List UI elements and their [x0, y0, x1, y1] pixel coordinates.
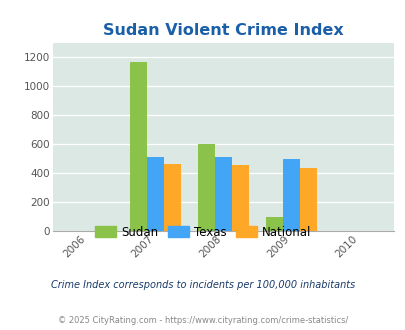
- Bar: [163, 164, 180, 231]
- Bar: [197, 144, 214, 231]
- Bar: [231, 165, 248, 231]
- Bar: [146, 157, 163, 231]
- Bar: [299, 168, 316, 231]
- Legend: Sudan, Texas, National: Sudan, Texas, National: [90, 221, 315, 243]
- Text: © 2025 CityRating.com - https://www.cityrating.com/crime-statistics/: © 2025 CityRating.com - https://www.city…: [58, 315, 347, 325]
- Bar: [282, 159, 299, 231]
- Bar: [129, 62, 146, 231]
- Bar: [265, 216, 282, 231]
- Bar: [214, 157, 231, 231]
- Text: Crime Index corresponds to incidents per 100,000 inhabitants: Crime Index corresponds to incidents per…: [51, 280, 354, 290]
- Title: Sudan Violent Crime Index: Sudan Violent Crime Index: [103, 22, 343, 38]
